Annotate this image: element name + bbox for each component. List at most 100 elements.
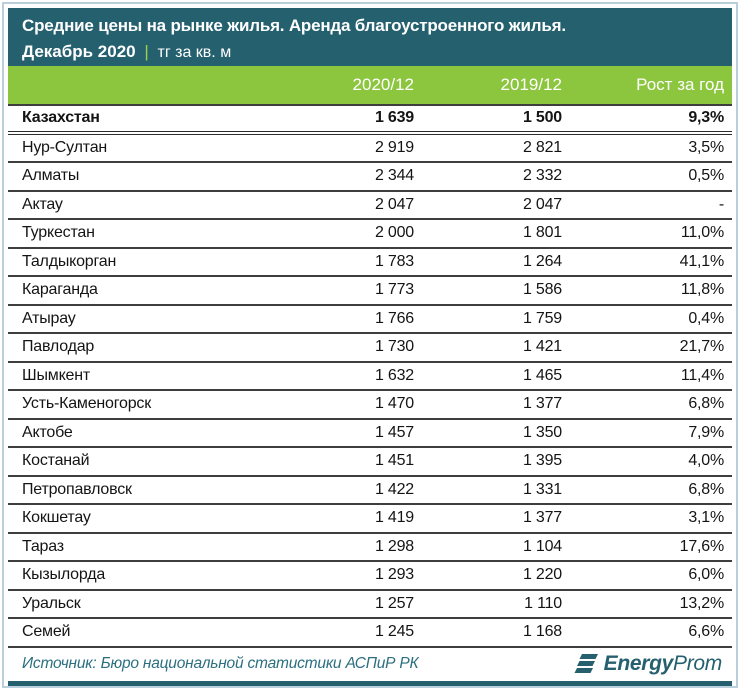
table-row: Актобе 1 457 1 350 7,9% bbox=[8, 420, 732, 448]
growth-value: 0,4% bbox=[688, 309, 724, 327]
subtitle-period: Декабрь 2020 bbox=[22, 42, 136, 61]
growth-value: 21,7% bbox=[679, 338, 725, 356]
region-name: Туркестан bbox=[22, 224, 95, 242]
region-name: Казахстан bbox=[22, 109, 100, 127]
price-2020-12: 1 245 bbox=[374, 623, 414, 641]
growth-value: - bbox=[718, 195, 724, 213]
column-header-growth: Рост за год bbox=[636, 75, 724, 94]
growth-value: 7,9% bbox=[688, 423, 724, 441]
region-name: Кызылорда bbox=[22, 566, 106, 584]
price-2019-12: 1 759 bbox=[522, 309, 562, 327]
table-row: Нур-Султан 2 919 2 821 3,5% bbox=[8, 135, 732, 163]
price-2020-12: 2 344 bbox=[374, 167, 414, 185]
table-row: Талдыкорган 1 783 1 264 41,1% bbox=[8, 249, 732, 277]
subtitle-separator: | bbox=[144, 42, 149, 61]
price-2020-12: 1 293 bbox=[374, 566, 414, 584]
growth-value: 11,4% bbox=[680, 366, 724, 384]
price-2019-12: 1 110 bbox=[524, 594, 562, 612]
table-row: Караганда 1 773 1 586 11,8% bbox=[8, 277, 732, 306]
price-2019-12: 1 264 bbox=[522, 252, 562, 270]
table-row: Актау 2 047 2 047 - bbox=[8, 192, 732, 220]
region-name: Нур-Султан bbox=[22, 138, 108, 156]
growth-value: 0,5% bbox=[688, 167, 724, 185]
price-2020-12: 1 639 bbox=[374, 109, 414, 127]
growth-value: 3,1% bbox=[688, 509, 724, 527]
price-2019-12: 1 331 bbox=[522, 480, 562, 498]
price-2020-12: 1 451 bbox=[374, 452, 414, 470]
table-row: Атырау 1 766 1 759 0,4% bbox=[8, 306, 732, 334]
table-row: Казахстан 1 639 1 500 9,3% bbox=[8, 106, 732, 135]
price-2020-12: 1 457 bbox=[374, 423, 414, 441]
price-2019-12: 1 586 bbox=[522, 281, 562, 299]
price-2019-12: 1 350 bbox=[522, 423, 562, 441]
price-2020-12: 1 298 bbox=[374, 537, 414, 555]
price-2019-12: 1 500 bbox=[522, 109, 562, 127]
price-2019-12: 2 047 bbox=[522, 195, 562, 213]
price-2019-12: 1 801 bbox=[522, 224, 562, 242]
energyprom-logo-text: EnergyProm bbox=[603, 652, 723, 676]
region-name: Петропавловск bbox=[22, 480, 132, 498]
price-2020-12: 1 632 bbox=[374, 366, 414, 384]
table-row: Алматы 2 344 2 332 0,5% bbox=[8, 163, 732, 192]
region-name: Костанай bbox=[22, 452, 90, 470]
table-row: Семей 1 245 1 168 6,6% bbox=[8, 619, 732, 648]
growth-value: 6,6% bbox=[688, 623, 724, 641]
region-name: Павлодар bbox=[22, 338, 95, 356]
region-name: Талдыкорган bbox=[22, 252, 117, 270]
growth-value: 6,0% bbox=[688, 566, 724, 584]
table-row: Костанай 1 451 1 395 4,0% bbox=[8, 448, 732, 477]
growth-value: 6,8% bbox=[688, 480, 724, 498]
table-row: Павлодар 1 730 1 421 21,7% bbox=[8, 334, 732, 363]
growth-value: 11,8% bbox=[680, 281, 724, 299]
price-2019-12: 1 377 bbox=[522, 395, 562, 413]
source-note: Источник: Бюро национальной статистики А… bbox=[22, 655, 419, 673]
table-row: Тараз 1 298 1 104 17,6% bbox=[8, 534, 732, 562]
price-2020-12: 1 773 bbox=[374, 281, 414, 299]
growth-value: 9,3% bbox=[688, 109, 724, 127]
title-banner: Средние цены на рынке жилья. Аренда благ… bbox=[8, 8, 732, 66]
region-name: Караганда bbox=[22, 281, 98, 299]
table-body: Казахстан 1 639 1 500 9,3% Нур-Султан 2 … bbox=[8, 104, 732, 648]
region-name: Тараз bbox=[22, 537, 64, 555]
growth-value: 13,2% bbox=[679, 594, 725, 612]
table-row: Петропавловск 1 422 1 331 6,8% bbox=[8, 477, 732, 505]
price-2020-12: 2 919 bbox=[374, 138, 414, 156]
growth-value: 41,1% bbox=[679, 252, 725, 270]
page-title: Средние цены на рынке жилья. Аренда благ… bbox=[22, 16, 566, 35]
table-row: Усть-Каменогорск 1 470 1 377 6,8% bbox=[8, 391, 732, 420]
price-2020-12: 1 419 bbox=[374, 509, 414, 527]
column-header-2020-12: 2020/12 bbox=[352, 75, 414, 94]
growth-value: 17,6% bbox=[679, 537, 725, 555]
footer: Источник: Бюро национальной статистики А… bbox=[8, 648, 732, 682]
price-2019-12: 1 220 bbox=[522, 566, 562, 584]
price-2019-12: 2 332 bbox=[522, 167, 562, 185]
price-2020-12: 1 470 bbox=[374, 395, 414, 413]
price-2020-12: 1 422 bbox=[374, 480, 414, 498]
region-name: Уральск bbox=[22, 594, 81, 612]
region-name: Актау bbox=[22, 195, 63, 213]
price-2020-12: 1 783 bbox=[374, 252, 414, 270]
table-row: Кокшетау 1 419 1 377 3,1% bbox=[8, 505, 732, 534]
price-2020-12: 1 257 bbox=[374, 594, 414, 612]
bottom-accent-bar bbox=[8, 681, 732, 686]
growth-value: 11,0% bbox=[680, 224, 724, 242]
region-name: Семей bbox=[22, 623, 71, 641]
table-row: Уральск 1 257 1 110 13,2% bbox=[8, 591, 732, 619]
region-name: Шымкент bbox=[22, 366, 91, 384]
growth-value: 4,0% bbox=[688, 452, 724, 470]
table-row: Туркестан 2 000 1 801 11,0% bbox=[8, 220, 732, 249]
energyprom-logo-icon bbox=[574, 654, 598, 674]
page-subtitle: Декабрь 2020 | тг за кв. м bbox=[22, 39, 718, 66]
table-row: Шымкент 1 632 1 465 11,4% bbox=[8, 363, 732, 391]
price-2019-12: 2 821 bbox=[522, 138, 562, 156]
energyprom-logo: EnergyProm bbox=[574, 652, 722, 676]
price-2019-12: 1 395 bbox=[522, 452, 562, 470]
price-2019-12: 1 377 bbox=[522, 509, 562, 527]
logo-text-bold: Energy bbox=[603, 652, 674, 676]
region-name: Алматы bbox=[22, 167, 80, 185]
growth-value: 6,8% bbox=[688, 395, 724, 413]
price-2020-12: 1 730 bbox=[374, 338, 414, 356]
price-2020-12: 2 000 bbox=[374, 224, 414, 242]
price-2019-12: 1 421 bbox=[522, 338, 562, 356]
